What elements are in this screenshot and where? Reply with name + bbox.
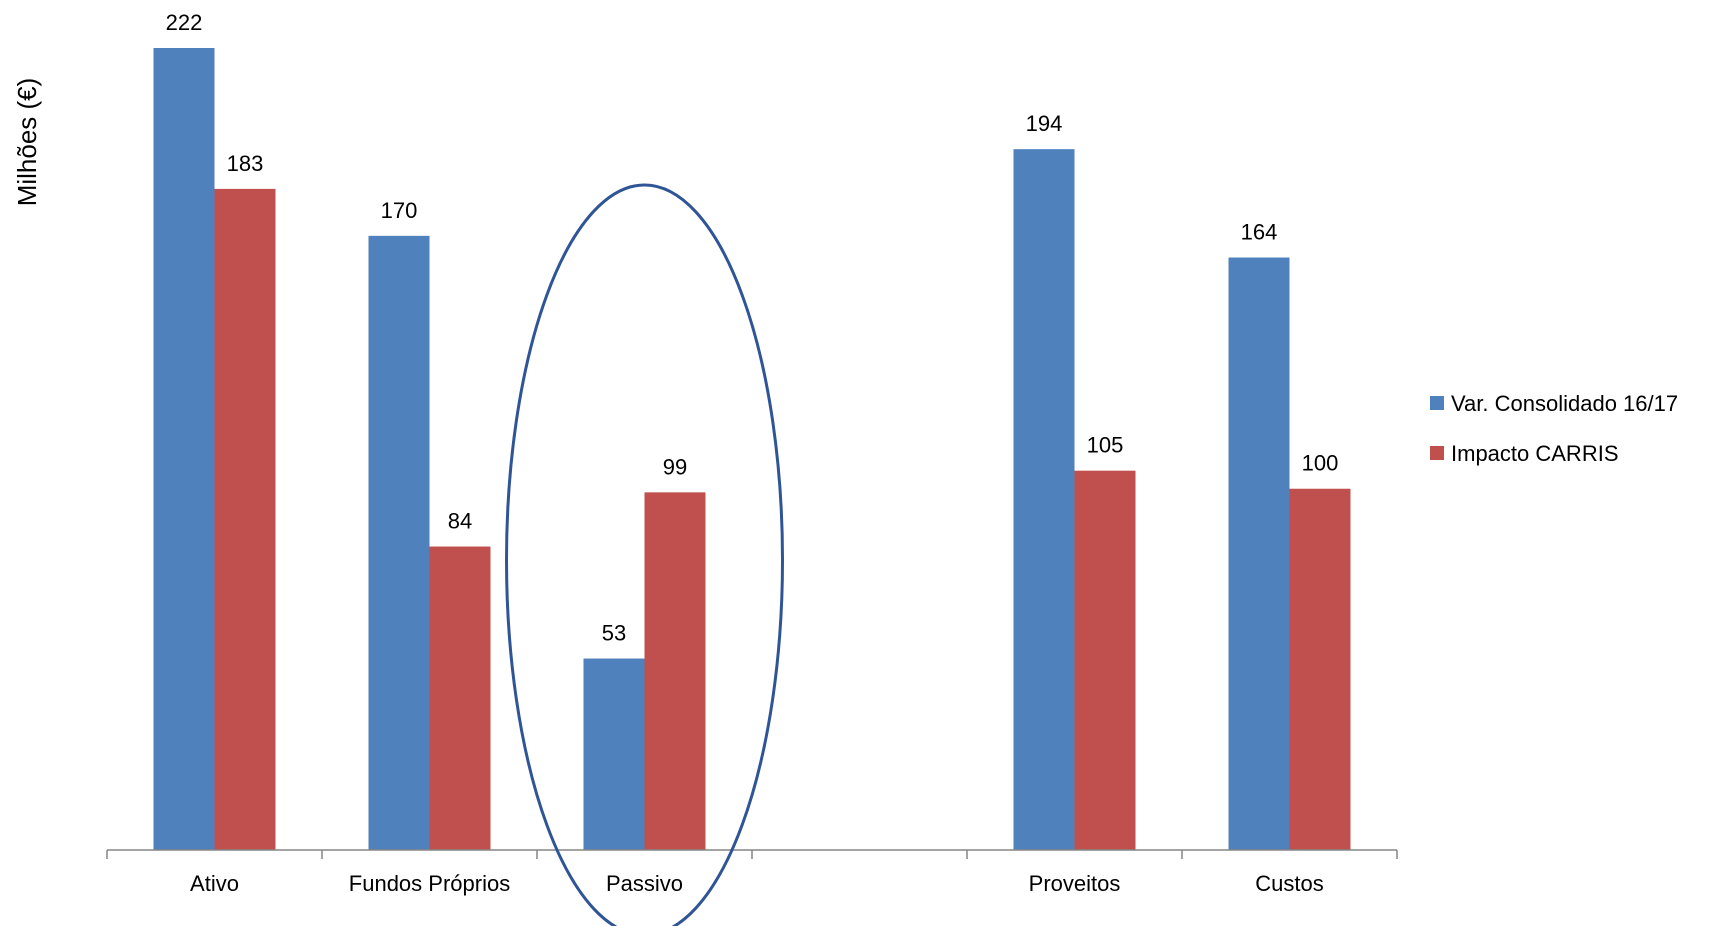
x-axis-ticks xyxy=(106,850,1398,859)
bar-impacto-carris-fundos-proprios xyxy=(429,546,491,850)
bar-impacto-carris-ativo xyxy=(214,188,276,850)
bar-var-consolidado-16-17-proveitos xyxy=(1013,149,1075,851)
x-tick-label-fundos-proprios: Fundos Próprios xyxy=(349,871,510,896)
bar-impacto-carris-proveitos xyxy=(1074,470,1136,850)
data-labels: 222 183 170 84 53 99 194 105 164 100 xyxy=(166,10,1339,646)
x-tick-label-custos: Custos xyxy=(1255,871,1323,896)
x-tick-label-passivo: Passivo xyxy=(606,871,683,896)
y-axis-label: Milhões (€) xyxy=(12,78,42,207)
bar-var-consolidado-16-17-ativo xyxy=(153,48,215,850)
data-label-impacto-carris-proveitos: 105 xyxy=(1087,433,1124,458)
bar-var-consolidado-16-17-custos xyxy=(1228,257,1290,851)
bar-var-consolidado-16-17-passivo xyxy=(583,658,645,850)
legend-label-var-consolidado: Var. Consolidado 16/17 xyxy=(1451,391,1678,416)
bar-impacto-carris-custos xyxy=(1289,488,1351,850)
passivo-highlight-ellipse xyxy=(505,183,784,926)
data-label-impacto-carris-custos: 100 xyxy=(1302,451,1339,476)
data-label-var-consolidado-16-17-custos: 164 xyxy=(1241,220,1278,245)
x-tick-label-proveitos: Proveitos xyxy=(1029,871,1121,896)
bar-var-consolidado-16-17-fundos-proprios xyxy=(368,235,430,851)
data-label-impacto-carris-fundos-proprios: 84 xyxy=(448,509,472,534)
data-label-var-consolidado-16-17-ativo: 222 xyxy=(166,10,203,35)
legend-swatch-var-consolidado xyxy=(1430,396,1444,410)
bars xyxy=(153,48,1351,851)
data-label-var-consolidado-16-17-fundos-proprios: 170 xyxy=(381,198,418,223)
legend-label-impacto-carris: Impacto CARRIS xyxy=(1451,441,1619,466)
data-label-var-consolidado-16-17-passivo: 53 xyxy=(602,621,626,646)
legend: Var. Consolidado 16/17 Impacto CARRIS xyxy=(1430,391,1678,466)
x-axis-tick-labels: Ativo Fundos Próprios Passivo Proveitos Cust… xyxy=(190,871,1324,896)
bar-impacto-carris-passivo xyxy=(644,492,706,850)
legend-swatch-impacto-carris xyxy=(1430,446,1444,460)
data-label-var-consolidado-16-17-proveitos: 194 xyxy=(1026,111,1063,136)
data-label-impacto-carris-passivo: 99 xyxy=(663,454,687,479)
data-label-impacto-carris-ativo: 183 xyxy=(227,151,264,176)
x-tick-label-ativo: Ativo xyxy=(190,871,239,896)
